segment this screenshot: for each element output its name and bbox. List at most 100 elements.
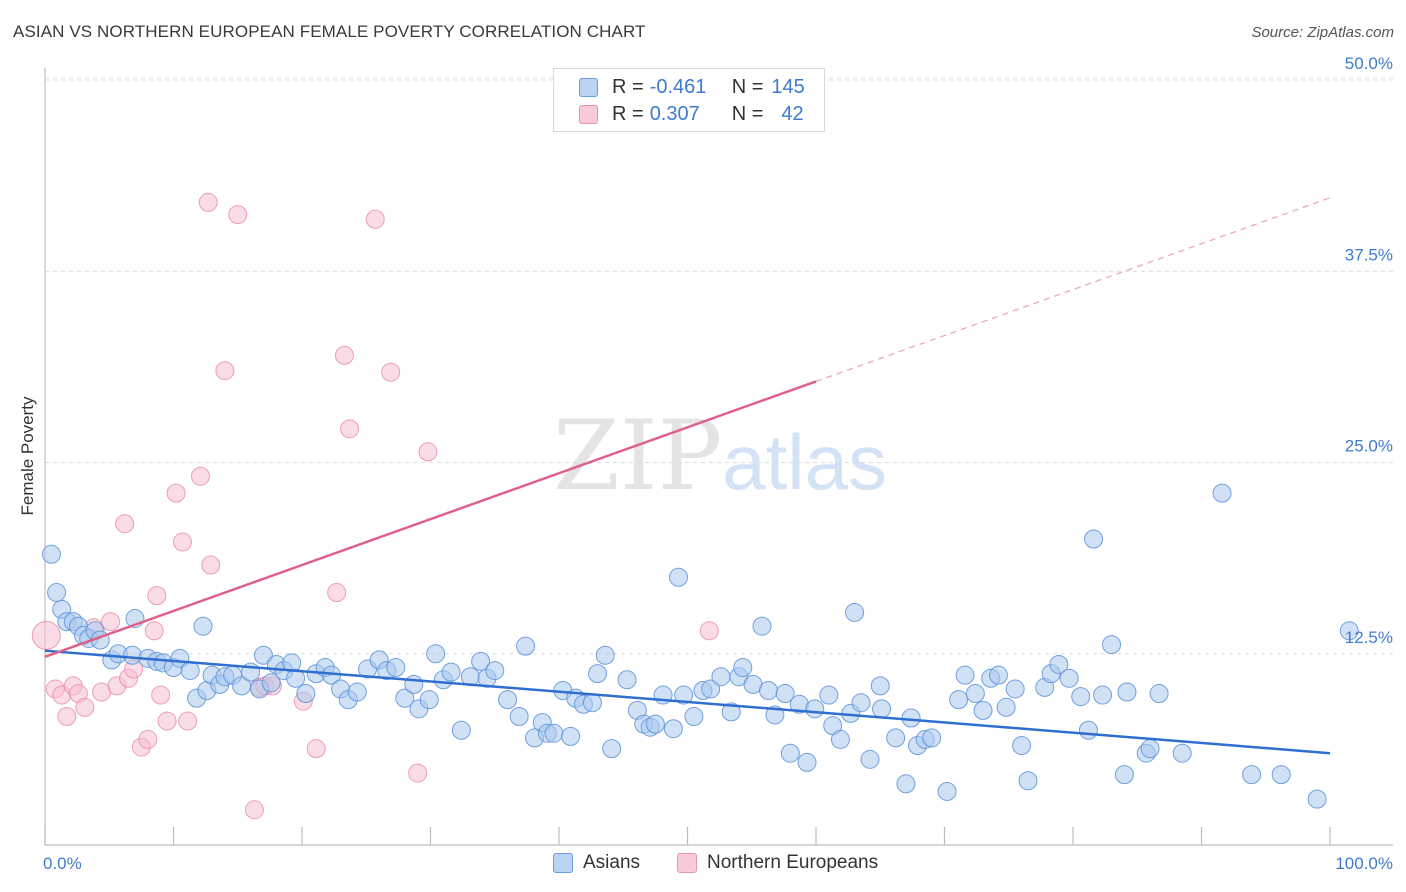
asian-point xyxy=(845,602,865,622)
ne-point xyxy=(144,621,164,641)
asian-point xyxy=(1172,743,1192,763)
asian-points xyxy=(41,483,1359,809)
source-label: Source: ZipAtlas.com xyxy=(1251,24,1394,41)
ne-point xyxy=(31,620,61,650)
ne-point xyxy=(138,729,158,749)
ne-point xyxy=(172,532,192,552)
asian-point xyxy=(193,616,213,636)
asian-point xyxy=(386,658,406,678)
legend-r-value: 0.307 xyxy=(649,102,700,125)
asian-point xyxy=(674,685,694,705)
legend-r-label: R = xyxy=(612,75,644,98)
asian-point xyxy=(253,645,273,665)
ne-point xyxy=(115,514,135,534)
asian-point xyxy=(516,636,536,656)
asian-point xyxy=(711,667,731,687)
asian-point xyxy=(1102,635,1122,655)
asian-point xyxy=(669,567,689,587)
asian-point xyxy=(296,684,316,704)
ne-point xyxy=(178,711,198,731)
y-tick-label: 25.0% xyxy=(1345,437,1393,456)
watermark: ZIPatlas xyxy=(553,400,887,512)
asian-point xyxy=(1117,682,1137,702)
asian-point xyxy=(851,693,871,713)
asian-point xyxy=(780,743,800,763)
asian-point xyxy=(602,739,622,759)
asian-point xyxy=(286,668,306,688)
asian-point xyxy=(1093,685,1113,705)
bottom-legend-ne-label: Northern Europeans xyxy=(707,852,879,873)
ne-point xyxy=(244,800,264,820)
asian-point xyxy=(561,726,581,746)
asian-point xyxy=(901,708,921,728)
asian-point xyxy=(588,664,608,684)
ne-point xyxy=(198,192,218,212)
asian-point xyxy=(1005,679,1025,699)
ne-point xyxy=(215,361,235,381)
bottom-legend-northern-europeans: Northern Europeans xyxy=(677,852,878,874)
legend-row-northern-europeans: R = 0.307 N = 42 xyxy=(554,101,804,127)
asian-point xyxy=(47,583,67,603)
asian-point xyxy=(180,661,200,681)
asian-point xyxy=(1271,765,1291,785)
asian-point xyxy=(1140,739,1160,759)
asian-point xyxy=(988,665,1008,685)
ne-point xyxy=(101,612,121,632)
y-tick-label: 12.5% xyxy=(1345,628,1393,647)
asian-trend-line xyxy=(44,649,1331,755)
asian-point xyxy=(347,682,367,702)
asian-point xyxy=(41,544,61,564)
ne-point xyxy=(381,362,401,382)
asian-point xyxy=(752,616,772,636)
legend-n-label: N = xyxy=(731,102,764,125)
asian-point xyxy=(819,685,839,705)
asian-point xyxy=(582,693,602,713)
asian-point xyxy=(721,702,741,722)
ne-trend-line-extension xyxy=(815,197,1331,382)
asian-point xyxy=(1084,529,1104,549)
asian-point xyxy=(261,673,281,693)
chart-title: ASIAN VS NORTHERN EUROPEAN FEMALE POVERT… xyxy=(13,22,646,41)
ne-point xyxy=(166,483,186,503)
legend-n-value: 42 xyxy=(781,102,804,125)
asian-point xyxy=(996,697,1016,717)
asian-point xyxy=(645,714,665,734)
ne-point xyxy=(327,583,347,603)
asian-point xyxy=(1242,765,1262,785)
x-tick-label: 0.0% xyxy=(43,854,82,873)
asian-point xyxy=(965,684,985,704)
grid-lines xyxy=(45,77,1393,655)
watermark-zip: ZIP xyxy=(553,400,723,512)
northern-european-points xyxy=(31,192,719,820)
ne-point xyxy=(57,706,77,726)
asian-point xyxy=(441,662,461,682)
y-tick-label: 50.0% xyxy=(1345,54,1393,73)
ne-point xyxy=(418,442,438,462)
asian-point xyxy=(617,670,637,690)
asian-point xyxy=(937,781,957,801)
asian-point xyxy=(1078,720,1098,740)
trend-lines xyxy=(44,197,1331,755)
asian-point xyxy=(663,719,683,739)
asian-point xyxy=(1212,483,1232,503)
asian-point xyxy=(122,645,142,665)
asian-point xyxy=(1307,789,1327,809)
asian-point xyxy=(1059,668,1079,688)
ne-swatch xyxy=(677,853,697,873)
ne-point xyxy=(151,685,171,705)
ne-point xyxy=(408,763,428,783)
asian-point xyxy=(544,723,564,743)
asian-point xyxy=(1012,736,1032,756)
asian-point xyxy=(1071,687,1091,707)
asian-point xyxy=(395,688,415,708)
ne-point xyxy=(201,555,221,575)
axes xyxy=(44,68,1393,846)
asian-point xyxy=(426,644,446,664)
ne-point xyxy=(228,205,248,225)
asian-point xyxy=(1018,771,1038,791)
legend-row-asians: R = -0.461 N = 145 xyxy=(554,74,805,100)
ne-point xyxy=(157,711,177,731)
asian-point xyxy=(471,651,491,671)
asian-point xyxy=(684,706,704,726)
